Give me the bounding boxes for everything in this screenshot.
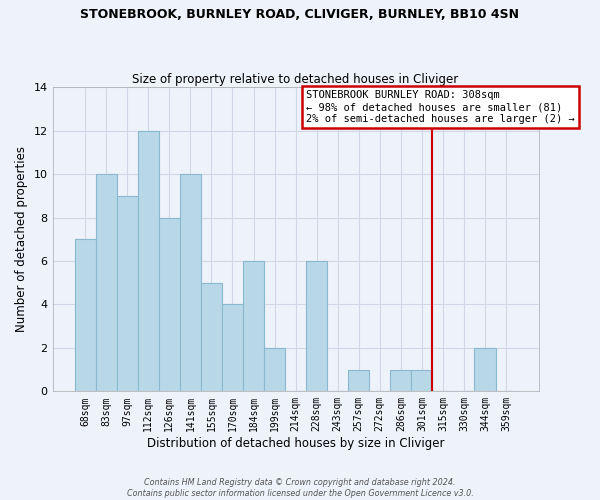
Bar <box>243 261 264 392</box>
Bar <box>348 370 369 392</box>
Bar <box>475 348 496 392</box>
Text: STONEBROOK BURNLEY ROAD: 308sqm
← 98% of detached houses are smaller (81)
2% of : STONEBROOK BURNLEY ROAD: 308sqm ← 98% of… <box>306 90 575 124</box>
Bar <box>117 196 138 392</box>
Text: STONEBROOK, BURNLEY ROAD, CLIVIGER, BURNLEY, BB10 4SN: STONEBROOK, BURNLEY ROAD, CLIVIGER, BURN… <box>80 8 520 20</box>
Bar <box>138 130 159 392</box>
Bar <box>201 282 222 392</box>
Text: Contains HM Land Registry data © Crown copyright and database right 2024.
Contai: Contains HM Land Registry data © Crown c… <box>127 478 473 498</box>
Bar <box>159 218 180 392</box>
Y-axis label: Number of detached properties: Number of detached properties <box>15 146 28 332</box>
Bar <box>74 240 95 392</box>
Title: Size of property relative to detached houses in Cliviger: Size of property relative to detached ho… <box>133 73 459 86</box>
Bar <box>180 174 201 392</box>
X-axis label: Distribution of detached houses by size in Cliviger: Distribution of detached houses by size … <box>147 437 445 450</box>
Bar <box>391 370 412 392</box>
Bar <box>222 304 243 392</box>
Bar <box>412 370 433 392</box>
Bar <box>264 348 285 392</box>
Bar <box>95 174 117 392</box>
Bar <box>306 261 327 392</box>
